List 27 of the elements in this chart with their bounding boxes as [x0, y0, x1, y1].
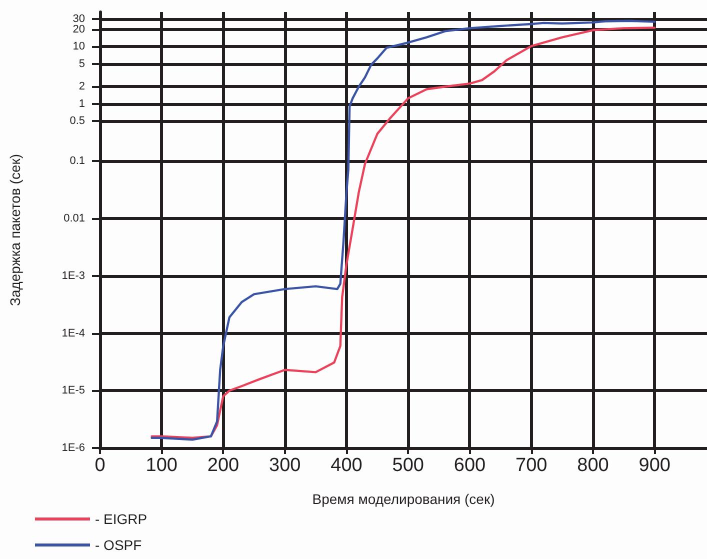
y-tick-label: 1: [78, 98, 85, 110]
y-tick-label: 0.1: [70, 155, 85, 168]
y-tick-label: 1E-6: [62, 442, 85, 454]
x-tick-label: 500: [392, 455, 424, 476]
y-tick-label: 30: [72, 13, 85, 26]
y-tick-label: 1E-5: [62, 384, 85, 397]
x-tick-label: 700: [516, 455, 548, 476]
x-tick-label: 200: [207, 455, 240, 476]
x-tick-label: 800: [577, 455, 609, 476]
x-tick-label: 400: [330, 455, 362, 476]
y-tick-label: 0.5: [70, 115, 85, 128]
x-tick-label: 0: [94, 455, 106, 476]
y-tick-label: 2: [78, 80, 85, 93]
x-tick-label: 300: [269, 455, 301, 476]
y-tick-label: 20: [72, 23, 85, 36]
y-tick-label: 5: [78, 58, 85, 70]
x-tick-label: 600: [454, 455, 486, 476]
x-axis-title: Время моделирования (сек): [312, 491, 495, 507]
y-tick-label: 0.01: [64, 212, 85, 225]
legend-label: - EIGRP: [95, 511, 148, 527]
y-tick-label: 1E-3: [62, 270, 85, 282]
x-tick-label: 100: [146, 455, 178, 476]
y-tick-label: 10: [72, 40, 85, 53]
legend-label: - OSPF: [95, 537, 142, 553]
y-tick-label: 1E-4: [62, 327, 85, 340]
y-axis-title: Задержка пакетов (сек): [7, 154, 23, 306]
x-tick-label: 900: [638, 455, 670, 476]
